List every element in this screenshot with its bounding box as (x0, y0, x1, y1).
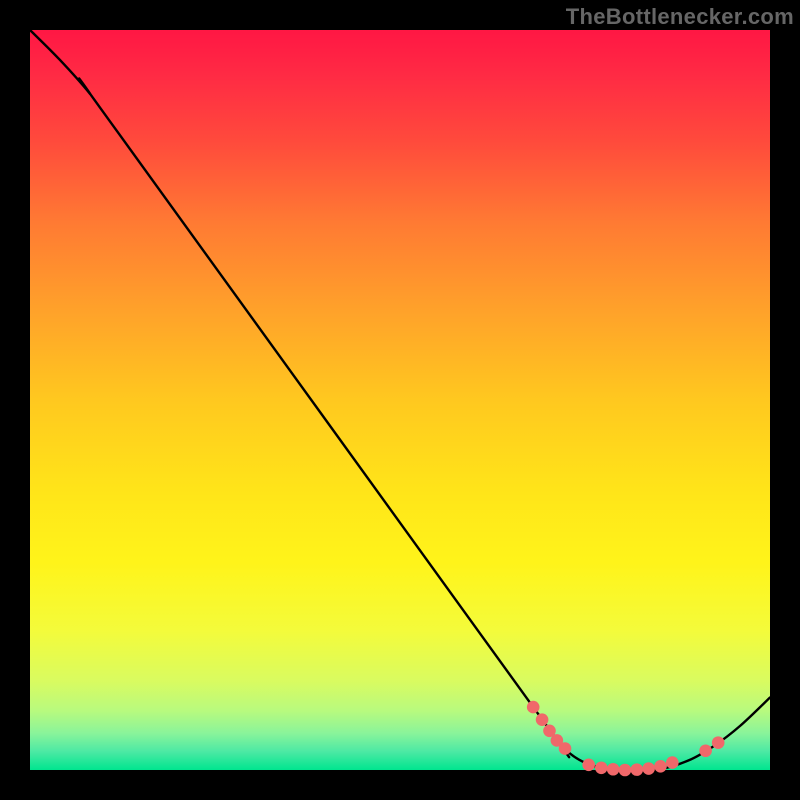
watermark-text: TheBottlenecker.com (566, 4, 794, 30)
plot-area (30, 30, 770, 770)
chart-stage: TheBottlenecker.com (0, 0, 800, 800)
chart-svg (0, 0, 800, 800)
